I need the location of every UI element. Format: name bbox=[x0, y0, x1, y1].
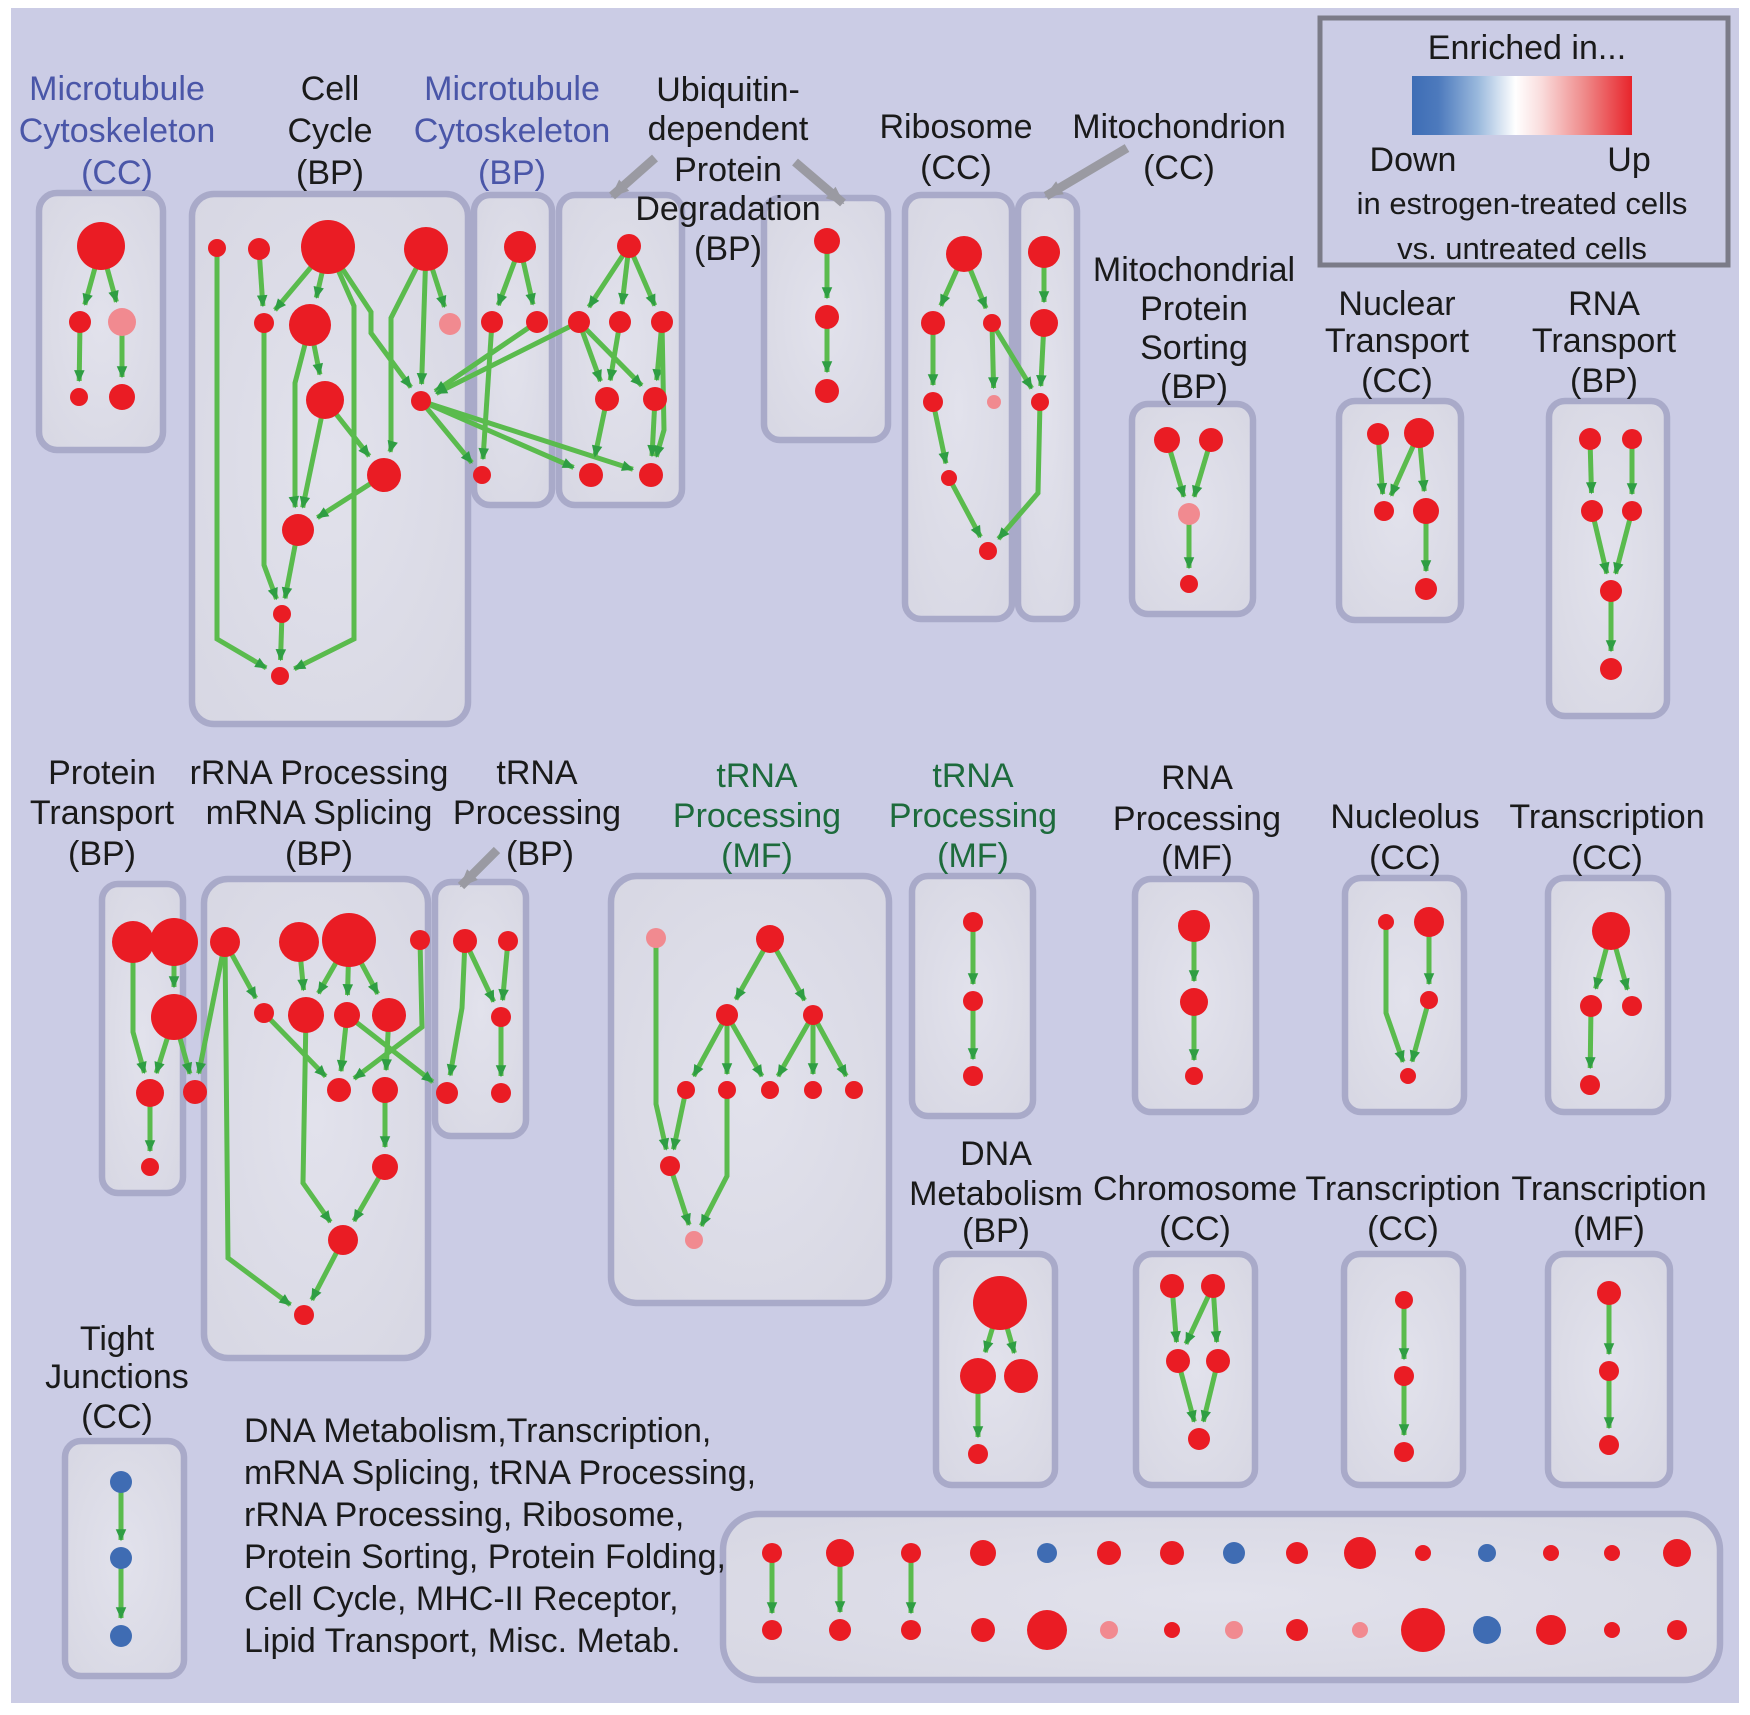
svg-text:Processing: Processing bbox=[673, 797, 841, 835]
svg-text:Protein Sorting, Protein Foldi: Protein Sorting, Protein Folding, bbox=[244, 1538, 726, 1576]
svg-text:Cell: Cell bbox=[301, 70, 360, 108]
svg-text:Transport: Transport bbox=[1325, 322, 1470, 360]
svg-text:Tight: Tight bbox=[80, 1320, 155, 1358]
svg-text:Degradation: Degradation bbox=[635, 190, 820, 228]
svg-text:vs. untreated cells: vs. untreated cells bbox=[1397, 231, 1647, 266]
svg-text:(BP): (BP) bbox=[694, 230, 762, 268]
svg-text:Nucleolus: Nucleolus bbox=[1330, 798, 1479, 836]
svg-text:(BP): (BP) bbox=[68, 835, 136, 873]
svg-text:Cytoskeleton: Cytoskeleton bbox=[19, 112, 216, 150]
svg-text:Lipid Transport, Misc. Metab.: Lipid Transport, Misc. Metab. bbox=[244, 1622, 681, 1660]
svg-text:Processing: Processing bbox=[453, 794, 621, 832]
svg-text:rRNA Processing: rRNA Processing bbox=[190, 754, 449, 792]
svg-text:Transcription: Transcription bbox=[1509, 798, 1704, 836]
svg-text:tRNA: tRNA bbox=[496, 754, 578, 792]
svg-text:Mitochondrion: Mitochondrion bbox=[1072, 108, 1286, 146]
svg-text:(BP): (BP) bbox=[1160, 368, 1228, 406]
svg-text:tRNA: tRNA bbox=[932, 757, 1014, 795]
svg-text:(MF): (MF) bbox=[1573, 1210, 1645, 1248]
svg-text:(CC): (CC) bbox=[81, 154, 153, 192]
svg-text:(CC): (CC) bbox=[1361, 362, 1433, 400]
svg-text:tRNA: tRNA bbox=[716, 757, 798, 795]
svg-text:dependent: dependent bbox=[648, 110, 809, 148]
svg-text:RNA: RNA bbox=[1161, 759, 1233, 797]
svg-text:Protein: Protein bbox=[48, 754, 156, 792]
svg-text:(CC): (CC) bbox=[1369, 839, 1441, 877]
svg-text:Cytoskeleton: Cytoskeleton bbox=[414, 112, 611, 150]
svg-text:rRNA Processing, Ribosome,: rRNA Processing, Ribosome, bbox=[244, 1496, 684, 1534]
svg-text:(BP): (BP) bbox=[962, 1212, 1030, 1250]
svg-text:(BP): (BP) bbox=[296, 154, 364, 192]
svg-text:(BP): (BP) bbox=[478, 154, 546, 192]
svg-text:(CC): (CC) bbox=[81, 1398, 153, 1436]
svg-text:(CC): (CC) bbox=[1143, 149, 1215, 187]
svg-text:Transcription: Transcription bbox=[1511, 1170, 1706, 1208]
svg-text:(MF): (MF) bbox=[721, 837, 793, 875]
svg-text:(MF): (MF) bbox=[937, 837, 1009, 875]
svg-text:mRNA Splicing, tRNA Processing: mRNA Splicing, tRNA Processing, bbox=[244, 1454, 756, 1492]
svg-text:Protein: Protein bbox=[1140, 290, 1248, 328]
svg-text:Transport: Transport bbox=[30, 794, 175, 832]
svg-text:(BP): (BP) bbox=[506, 835, 574, 873]
svg-text:Up: Up bbox=[1607, 141, 1650, 179]
svg-text:Microtubule: Microtubule bbox=[424, 70, 600, 108]
svg-text:Transport: Transport bbox=[1532, 322, 1677, 360]
svg-text:Ubiquitin-: Ubiquitin- bbox=[656, 71, 800, 109]
svg-text:Sorting: Sorting bbox=[1140, 329, 1248, 367]
svg-text:Ribosome: Ribosome bbox=[879, 108, 1032, 146]
svg-text:Microtubule: Microtubule bbox=[29, 70, 205, 108]
svg-text:RNA: RNA bbox=[1568, 285, 1640, 323]
svg-text:(CC): (CC) bbox=[1571, 839, 1643, 877]
svg-text:Nuclear: Nuclear bbox=[1338, 285, 1455, 323]
svg-text:(CC): (CC) bbox=[920, 149, 992, 187]
svg-text:Processing: Processing bbox=[1113, 800, 1281, 838]
svg-text:Cycle: Cycle bbox=[287, 112, 372, 150]
svg-text:Metabolism: Metabolism bbox=[909, 1175, 1083, 1213]
svg-text:mRNA Splicing: mRNA Splicing bbox=[206, 794, 433, 832]
svg-text:(MF): (MF) bbox=[1161, 839, 1233, 877]
svg-text:(BP): (BP) bbox=[285, 835, 353, 873]
svg-text:Down: Down bbox=[1370, 141, 1457, 179]
svg-text:DNA Metabolism,Transcription,: DNA Metabolism,Transcription, bbox=[244, 1412, 711, 1450]
svg-text:(CC): (CC) bbox=[1367, 1210, 1439, 1248]
svg-text:(BP): (BP) bbox=[1570, 362, 1638, 400]
svg-text:in estrogen-treated cells: in estrogen-treated cells bbox=[1357, 186, 1688, 221]
svg-text:Processing: Processing bbox=[889, 797, 1057, 835]
svg-text:Protein: Protein bbox=[674, 151, 782, 189]
svg-text:DNA: DNA bbox=[960, 1135, 1032, 1173]
svg-text:Chromosome: Chromosome bbox=[1093, 1170, 1297, 1208]
svg-text:Transcription: Transcription bbox=[1305, 1170, 1500, 1208]
svg-text:Junctions: Junctions bbox=[45, 1358, 189, 1396]
svg-text:(CC): (CC) bbox=[1159, 1210, 1231, 1248]
svg-text:Mitochondrial: Mitochondrial bbox=[1093, 251, 1295, 289]
svg-text:Enriched in...: Enriched in... bbox=[1428, 29, 1626, 67]
svg-text:Cell Cycle, MHC-II Receptor,: Cell Cycle, MHC-II Receptor, bbox=[244, 1580, 679, 1618]
